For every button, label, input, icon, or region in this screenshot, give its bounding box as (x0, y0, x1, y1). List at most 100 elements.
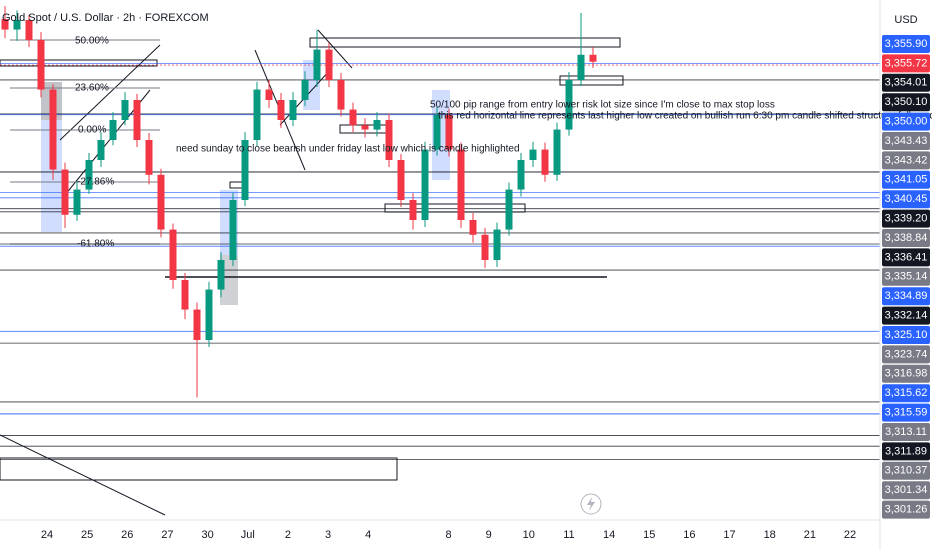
candle-body (445, 114, 453, 150)
candle-body (577, 54, 585, 80)
candle-body (145, 140, 153, 175)
price-tag (882, 384, 930, 403)
x-tick-label: 17 (723, 529, 735, 541)
zone-box (0, 457, 398, 481)
candle-body (361, 125, 369, 130)
price-tag (882, 306, 930, 325)
x-tick-label: Jul (241, 529, 255, 541)
fib-label: -27.86% (77, 177, 114, 188)
price-tag (882, 500, 930, 519)
fib-label: 0.00% (78, 125, 106, 136)
candle-body (565, 80, 573, 130)
candle-body (505, 189, 513, 230)
x-tick-label: 4 (365, 529, 371, 541)
y-tick-label: 3,310.37 (885, 465, 928, 477)
annotation: need sunday to close bearish under frida… (176, 144, 520, 155)
fib-label: -61.80% (77, 239, 114, 250)
y-tick-label: 3,340.45 (885, 193, 928, 205)
candle-body (49, 89, 57, 170)
candle-body (469, 220, 477, 235)
candle-body (541, 149, 549, 175)
x-tick-label: 15 (643, 529, 655, 541)
candle-body (421, 149, 429, 220)
candle-body (25, 20, 33, 40)
y-tick-label: 3,334.89 (885, 290, 928, 302)
y-tick-label: 3,336.41 (885, 251, 928, 263)
x-tick-label: 25 (81, 529, 93, 541)
candle-body (553, 129, 561, 175)
x-tick-label: 9 (486, 529, 492, 541)
event-icon[interactable] (580, 493, 602, 515)
y-tick-label: 3,335.14 (885, 271, 928, 283)
y-tick-label: 3,343.42 (885, 154, 928, 166)
price-tag (882, 132, 930, 150)
x-tick-label: 11 (563, 529, 574, 541)
price-tag (882, 209, 930, 228)
price-tag (882, 229, 930, 247)
currency-label: USD (894, 14, 917, 26)
candle-body (529, 149, 537, 160)
candle-body (241, 140, 249, 200)
fib-label: 23.60% (75, 83, 109, 94)
candle-body (181, 280, 189, 310)
candle-body (253, 89, 261, 140)
candle-body (73, 189, 81, 215)
candle-body (493, 229, 501, 260)
price-tag (882, 481, 930, 500)
candle-body (61, 169, 69, 215)
trend-line (317, 29, 353, 69)
price-tag (882, 326, 930, 344)
price-tag (882, 423, 930, 441)
annotation: this red horizontal line represents last… (438, 111, 932, 122)
y-tick-label: 3,355.72 (885, 57, 928, 69)
x-tick-label: 2 (285, 529, 291, 541)
event-icon[interactable] (587, 497, 595, 511)
y-tick-label: 3,313.11 (885, 426, 927, 438)
candle-body (193, 309, 201, 340)
y-tick-label: 3,350.10 (885, 96, 928, 108)
y-tick-label: 3,311.89 (885, 445, 927, 457)
price-tag (882, 461, 930, 480)
candle-body (133, 100, 141, 140)
candle-body (109, 120, 117, 140)
price-tag (882, 35, 930, 53)
y-tick-label: 3,355.90 (885, 38, 928, 50)
candle-body (337, 80, 345, 110)
candle-body (433, 114, 441, 150)
price-tag (882, 345, 930, 364)
zone-box (559, 75, 624, 86)
price-tag (882, 248, 930, 267)
trend-line (59, 44, 161, 141)
x-tick-label: 21 (804, 529, 816, 541)
candle-body (385, 120, 393, 160)
zone-box (0, 59, 158, 67)
candle-body (265, 89, 273, 100)
candle-body (301, 80, 309, 100)
x-tick-label: 3 (325, 529, 331, 541)
price-tag (882, 190, 930, 209)
y-tick-label: 3,350.00 (885, 116, 928, 128)
y-tick-label: 3,315.62 (885, 387, 928, 399)
y-tick-label: 3,323.74 (885, 348, 928, 360)
shade-box (41, 120, 62, 232)
x-tick-label: 22 (844, 529, 856, 541)
x-tick-label: 27 (161, 529, 173, 541)
candle-body (289, 100, 297, 120)
price-tag (882, 170, 930, 189)
price-tag (882, 93, 930, 112)
x-tick-label: 10 (523, 529, 535, 541)
candle-body (349, 109, 357, 126)
y-tick-label: 3,338.84 (885, 232, 928, 244)
price-tag (882, 267, 930, 286)
x-tick-label: 16 (683, 529, 695, 541)
y-tick-label: 3,301.34 (885, 484, 928, 496)
candle-body (85, 160, 93, 190)
y-tick-label: 3,325.10 (885, 329, 928, 341)
candle-body (589, 54, 597, 62)
y-tick-label: 3,354.01 (885, 77, 928, 89)
candle-body (13, 20, 21, 30)
candle-body (169, 229, 177, 280)
candle-body (373, 120, 381, 130)
y-tick-label: 3,316.98 (885, 368, 928, 380)
price-tag (882, 73, 930, 92)
